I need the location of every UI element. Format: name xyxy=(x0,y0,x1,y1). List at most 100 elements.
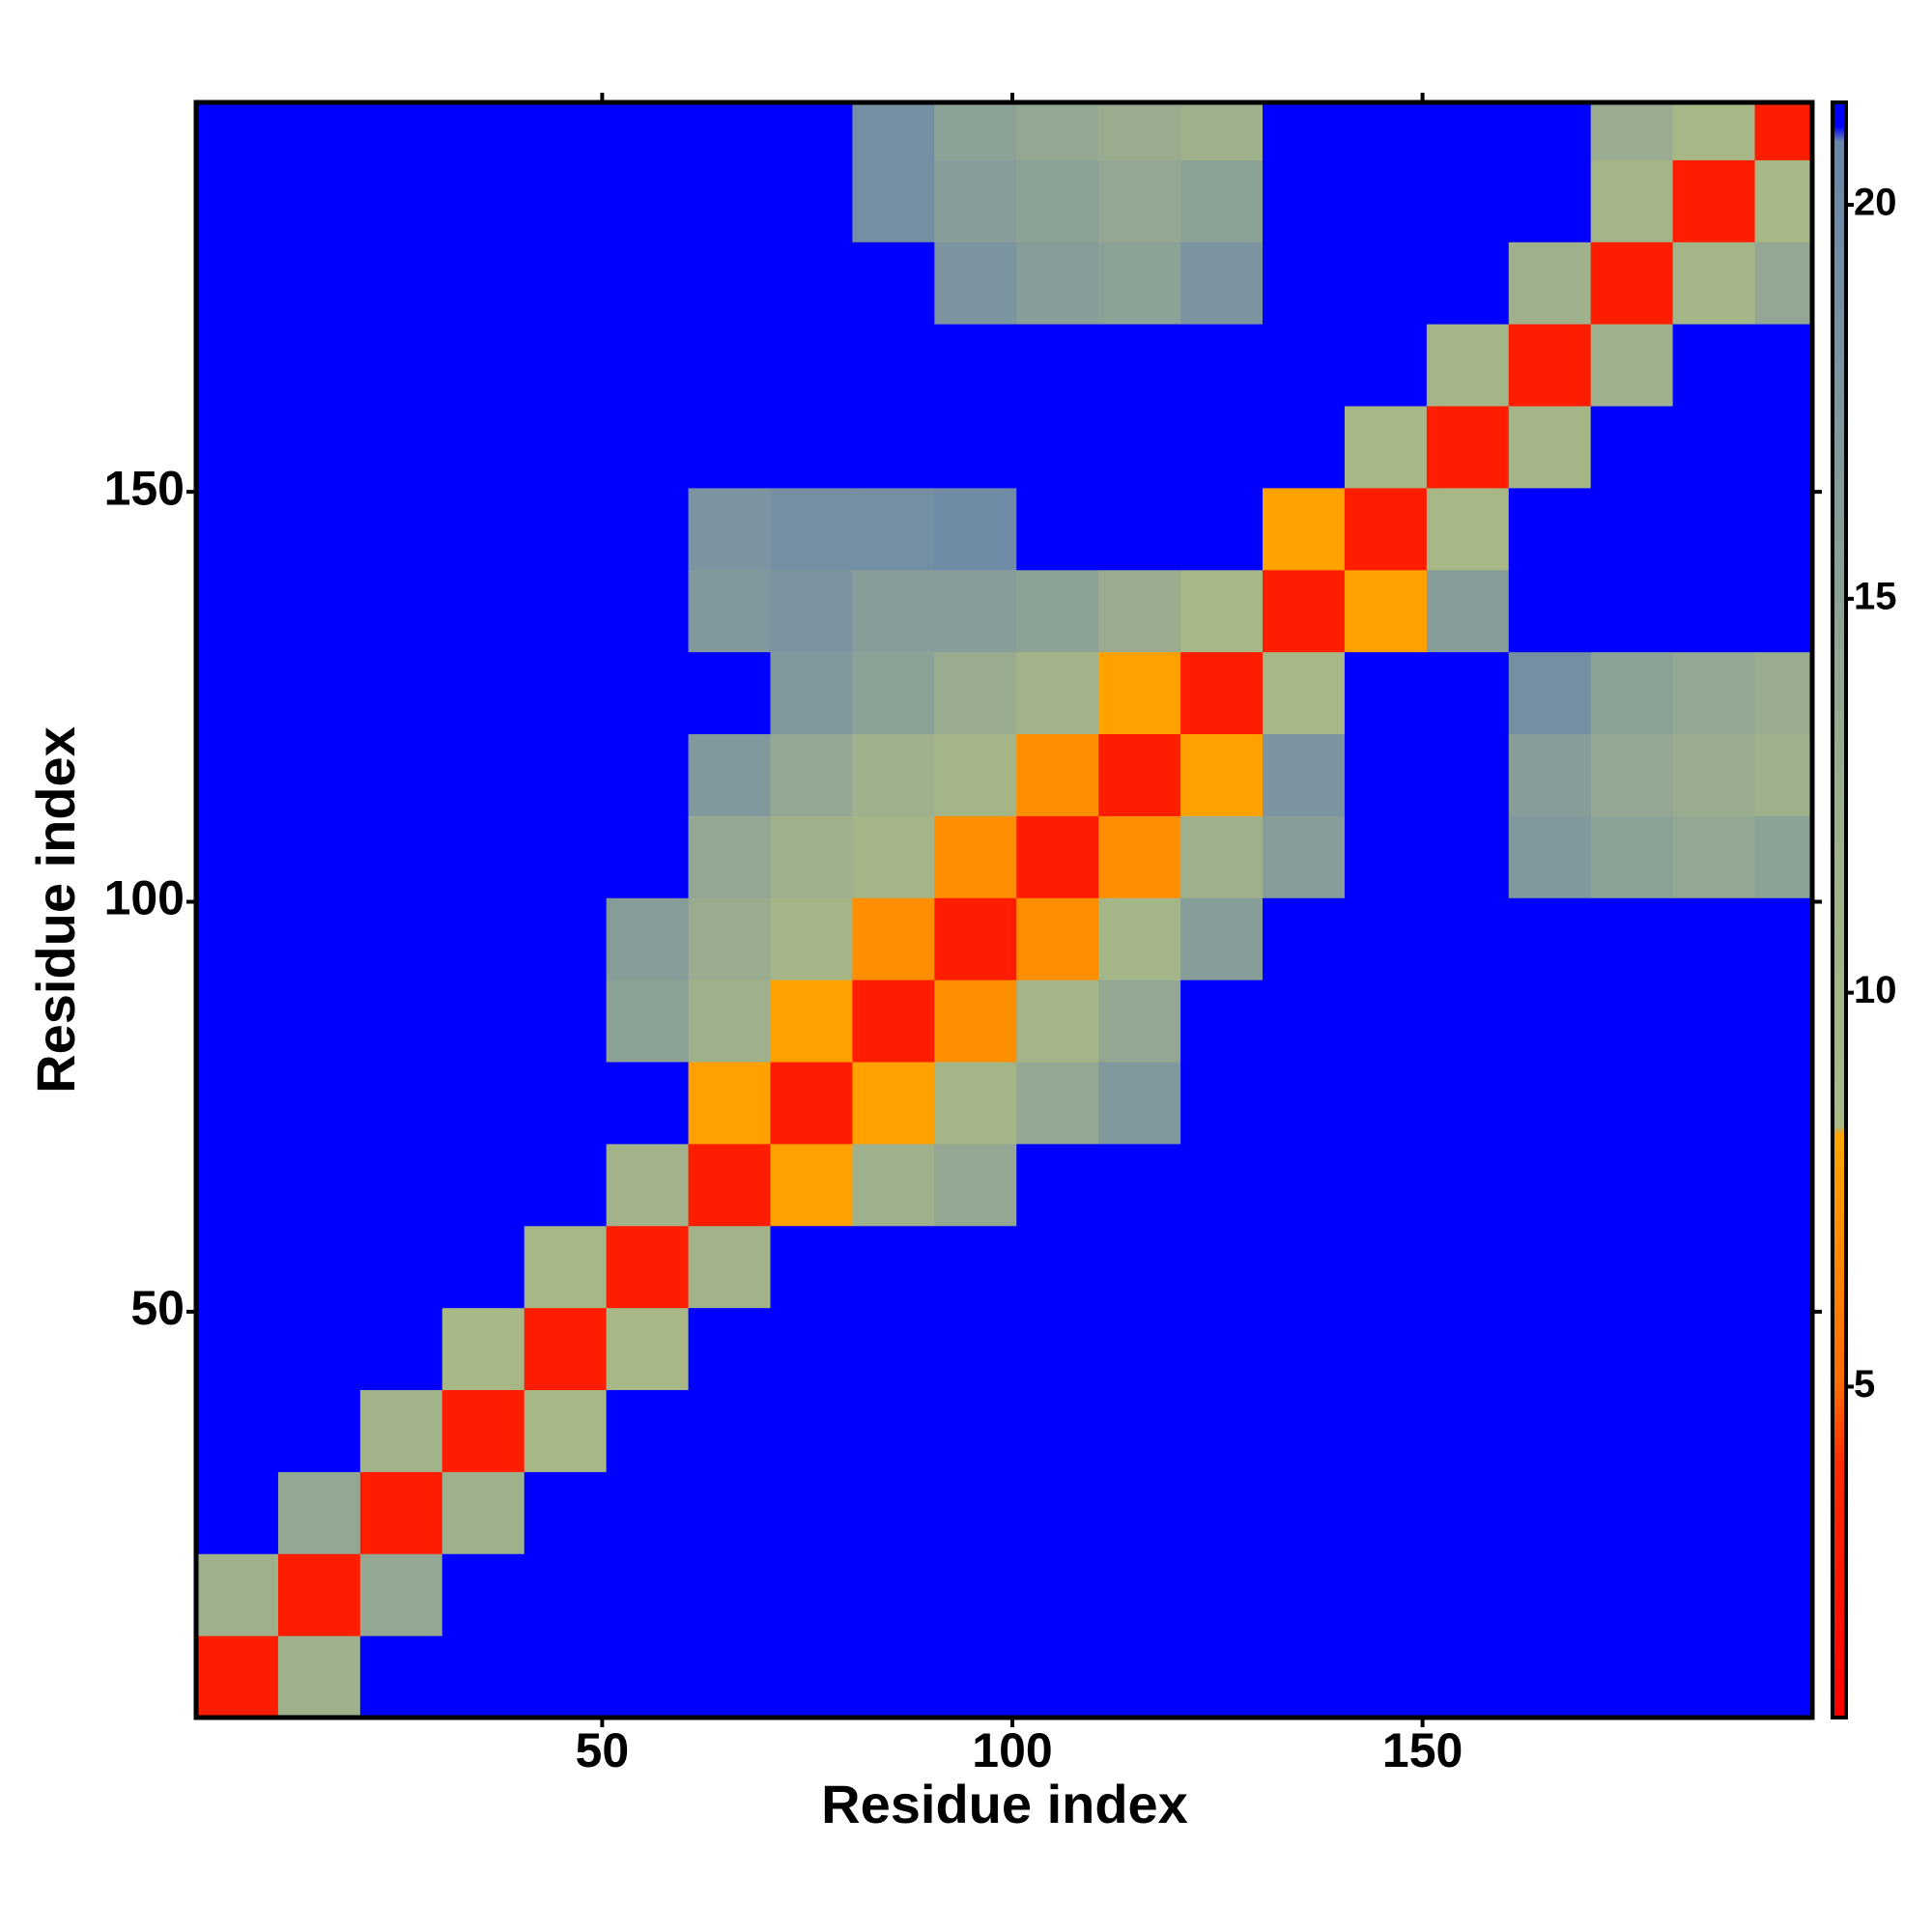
cell xyxy=(1672,1307,1756,1391)
cell xyxy=(606,1635,690,1719)
cell xyxy=(1180,1307,1264,1391)
cell xyxy=(524,1225,608,1309)
cell xyxy=(1180,1225,1264,1309)
cell xyxy=(1426,324,1510,407)
y-tick-label: 150 xyxy=(104,461,185,515)
cell xyxy=(934,1471,1017,1554)
cell xyxy=(770,1307,853,1391)
cell xyxy=(1754,569,1813,653)
cell xyxy=(1344,242,1428,325)
cell xyxy=(196,1389,279,1472)
cell xyxy=(1672,102,1756,160)
cell xyxy=(934,569,1017,653)
cell xyxy=(1590,102,1674,160)
cell xyxy=(606,1471,690,1554)
cell xyxy=(1590,1143,1674,1227)
cell xyxy=(1508,1307,1592,1391)
cell xyxy=(524,651,608,735)
cell xyxy=(1180,569,1264,653)
cell xyxy=(606,1307,690,1391)
colorbar xyxy=(1831,100,1848,1719)
cell xyxy=(1263,1225,1346,1309)
cell xyxy=(1590,487,1674,571)
cell xyxy=(852,1307,935,1391)
cell xyxy=(1016,569,1099,653)
cell xyxy=(196,815,279,898)
cell xyxy=(770,651,853,735)
cell xyxy=(1180,651,1264,735)
cell xyxy=(934,159,1017,242)
cell xyxy=(359,159,443,242)
cell xyxy=(524,159,608,242)
cell xyxy=(1754,980,1813,1063)
cell xyxy=(1426,1389,1510,1472)
cell xyxy=(1508,324,1592,407)
cell xyxy=(1016,1389,1099,1472)
cell xyxy=(196,1062,279,1145)
cell xyxy=(1098,102,1181,160)
cell xyxy=(1098,651,1181,735)
cell xyxy=(196,1225,279,1309)
cell xyxy=(852,733,935,816)
cell xyxy=(688,159,771,242)
y-tick-label: 100 xyxy=(104,871,185,925)
cell xyxy=(1344,651,1428,735)
cell xyxy=(1180,102,1264,160)
cell xyxy=(359,651,443,735)
cell xyxy=(1263,1389,1346,1472)
cell xyxy=(1426,242,1510,325)
cell xyxy=(277,1471,361,1554)
cell xyxy=(1590,1307,1674,1391)
cell xyxy=(934,1635,1017,1719)
cell xyxy=(1098,980,1181,1063)
cell xyxy=(852,324,935,407)
cell xyxy=(852,1062,935,1145)
cell xyxy=(1590,1225,1674,1309)
cell xyxy=(1754,1143,1813,1227)
cell xyxy=(1426,1635,1510,1719)
cell xyxy=(196,324,279,407)
cell xyxy=(1754,1471,1813,1554)
cell xyxy=(196,897,279,980)
cell xyxy=(524,569,608,653)
cell xyxy=(934,1307,1017,1391)
cell xyxy=(196,980,279,1063)
cell xyxy=(1508,1143,1592,1227)
cell xyxy=(196,242,279,325)
cell xyxy=(196,1635,279,1719)
cell xyxy=(1426,897,1510,980)
cell xyxy=(1754,815,1813,898)
cell xyxy=(1426,406,1510,489)
cell xyxy=(359,1225,443,1309)
cell xyxy=(1180,1471,1264,1554)
cell xyxy=(1508,1225,1592,1309)
cell xyxy=(1098,1389,1181,1472)
cell xyxy=(1098,1062,1181,1145)
cell xyxy=(1180,733,1264,816)
cell xyxy=(934,1389,1017,1472)
cell xyxy=(852,1225,935,1309)
cell xyxy=(277,1389,361,1472)
cell xyxy=(1180,897,1264,980)
cell xyxy=(441,897,526,980)
cell xyxy=(1426,1143,1510,1227)
cell xyxy=(1016,1307,1099,1391)
cell xyxy=(1344,733,1428,816)
cell xyxy=(196,1307,279,1391)
cell xyxy=(524,815,608,898)
cell xyxy=(196,569,279,653)
cell xyxy=(196,102,279,160)
cell xyxy=(1016,733,1099,816)
cell xyxy=(934,733,1017,816)
colorbar-tick-label: 5 xyxy=(1854,1363,1875,1406)
cell xyxy=(1754,102,1813,160)
colorbar-tick-label: 10 xyxy=(1854,969,1897,1011)
cell xyxy=(1590,406,1674,489)
cell xyxy=(1508,1553,1592,1636)
cell xyxy=(1672,1553,1756,1636)
cell xyxy=(441,1553,526,1636)
cell xyxy=(1754,1553,1813,1636)
cell xyxy=(277,324,361,407)
cell xyxy=(606,1062,690,1145)
